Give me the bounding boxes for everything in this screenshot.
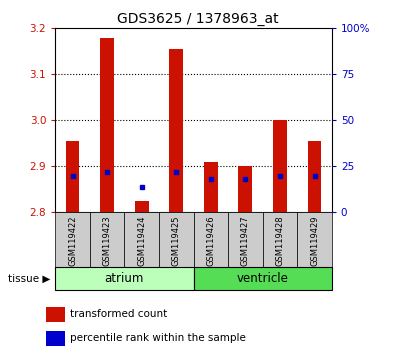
Text: tissue ▶: tissue ▶ bbox=[8, 274, 50, 284]
Bar bbox=[45, 307, 65, 322]
Bar bbox=[55, 212, 90, 267]
Text: GSM119425: GSM119425 bbox=[172, 215, 181, 266]
Text: GSM119429: GSM119429 bbox=[310, 215, 319, 266]
Text: atrium: atrium bbox=[105, 272, 144, 285]
Bar bbox=[124, 212, 159, 267]
Bar bbox=[90, 212, 124, 267]
Text: GSM119424: GSM119424 bbox=[137, 215, 146, 266]
Bar bbox=[159, 212, 194, 267]
Bar bbox=[308, 141, 322, 212]
Bar bbox=[194, 212, 228, 267]
Text: GSM119428: GSM119428 bbox=[275, 215, 284, 266]
Text: ventricle: ventricle bbox=[237, 272, 289, 285]
Bar bbox=[239, 166, 252, 212]
Bar bbox=[273, 120, 287, 212]
Text: GSM119427: GSM119427 bbox=[241, 215, 250, 266]
Bar bbox=[55, 267, 194, 290]
Bar bbox=[228, 212, 263, 267]
Bar bbox=[194, 267, 332, 290]
Text: GSM119423: GSM119423 bbox=[103, 215, 112, 266]
Text: GSM119426: GSM119426 bbox=[206, 215, 215, 266]
Text: GSM119422: GSM119422 bbox=[68, 215, 77, 266]
Bar bbox=[297, 212, 332, 267]
Text: percentile rank within the sample: percentile rank within the sample bbox=[70, 333, 246, 343]
Text: GDS3625 / 1378963_at: GDS3625 / 1378963_at bbox=[117, 12, 278, 27]
Bar bbox=[263, 212, 297, 267]
Bar bbox=[204, 162, 218, 212]
Bar bbox=[169, 49, 183, 212]
Bar bbox=[66, 141, 79, 212]
Bar bbox=[45, 331, 65, 346]
Bar bbox=[135, 201, 149, 212]
Bar bbox=[100, 38, 114, 212]
Text: transformed count: transformed count bbox=[70, 309, 167, 319]
